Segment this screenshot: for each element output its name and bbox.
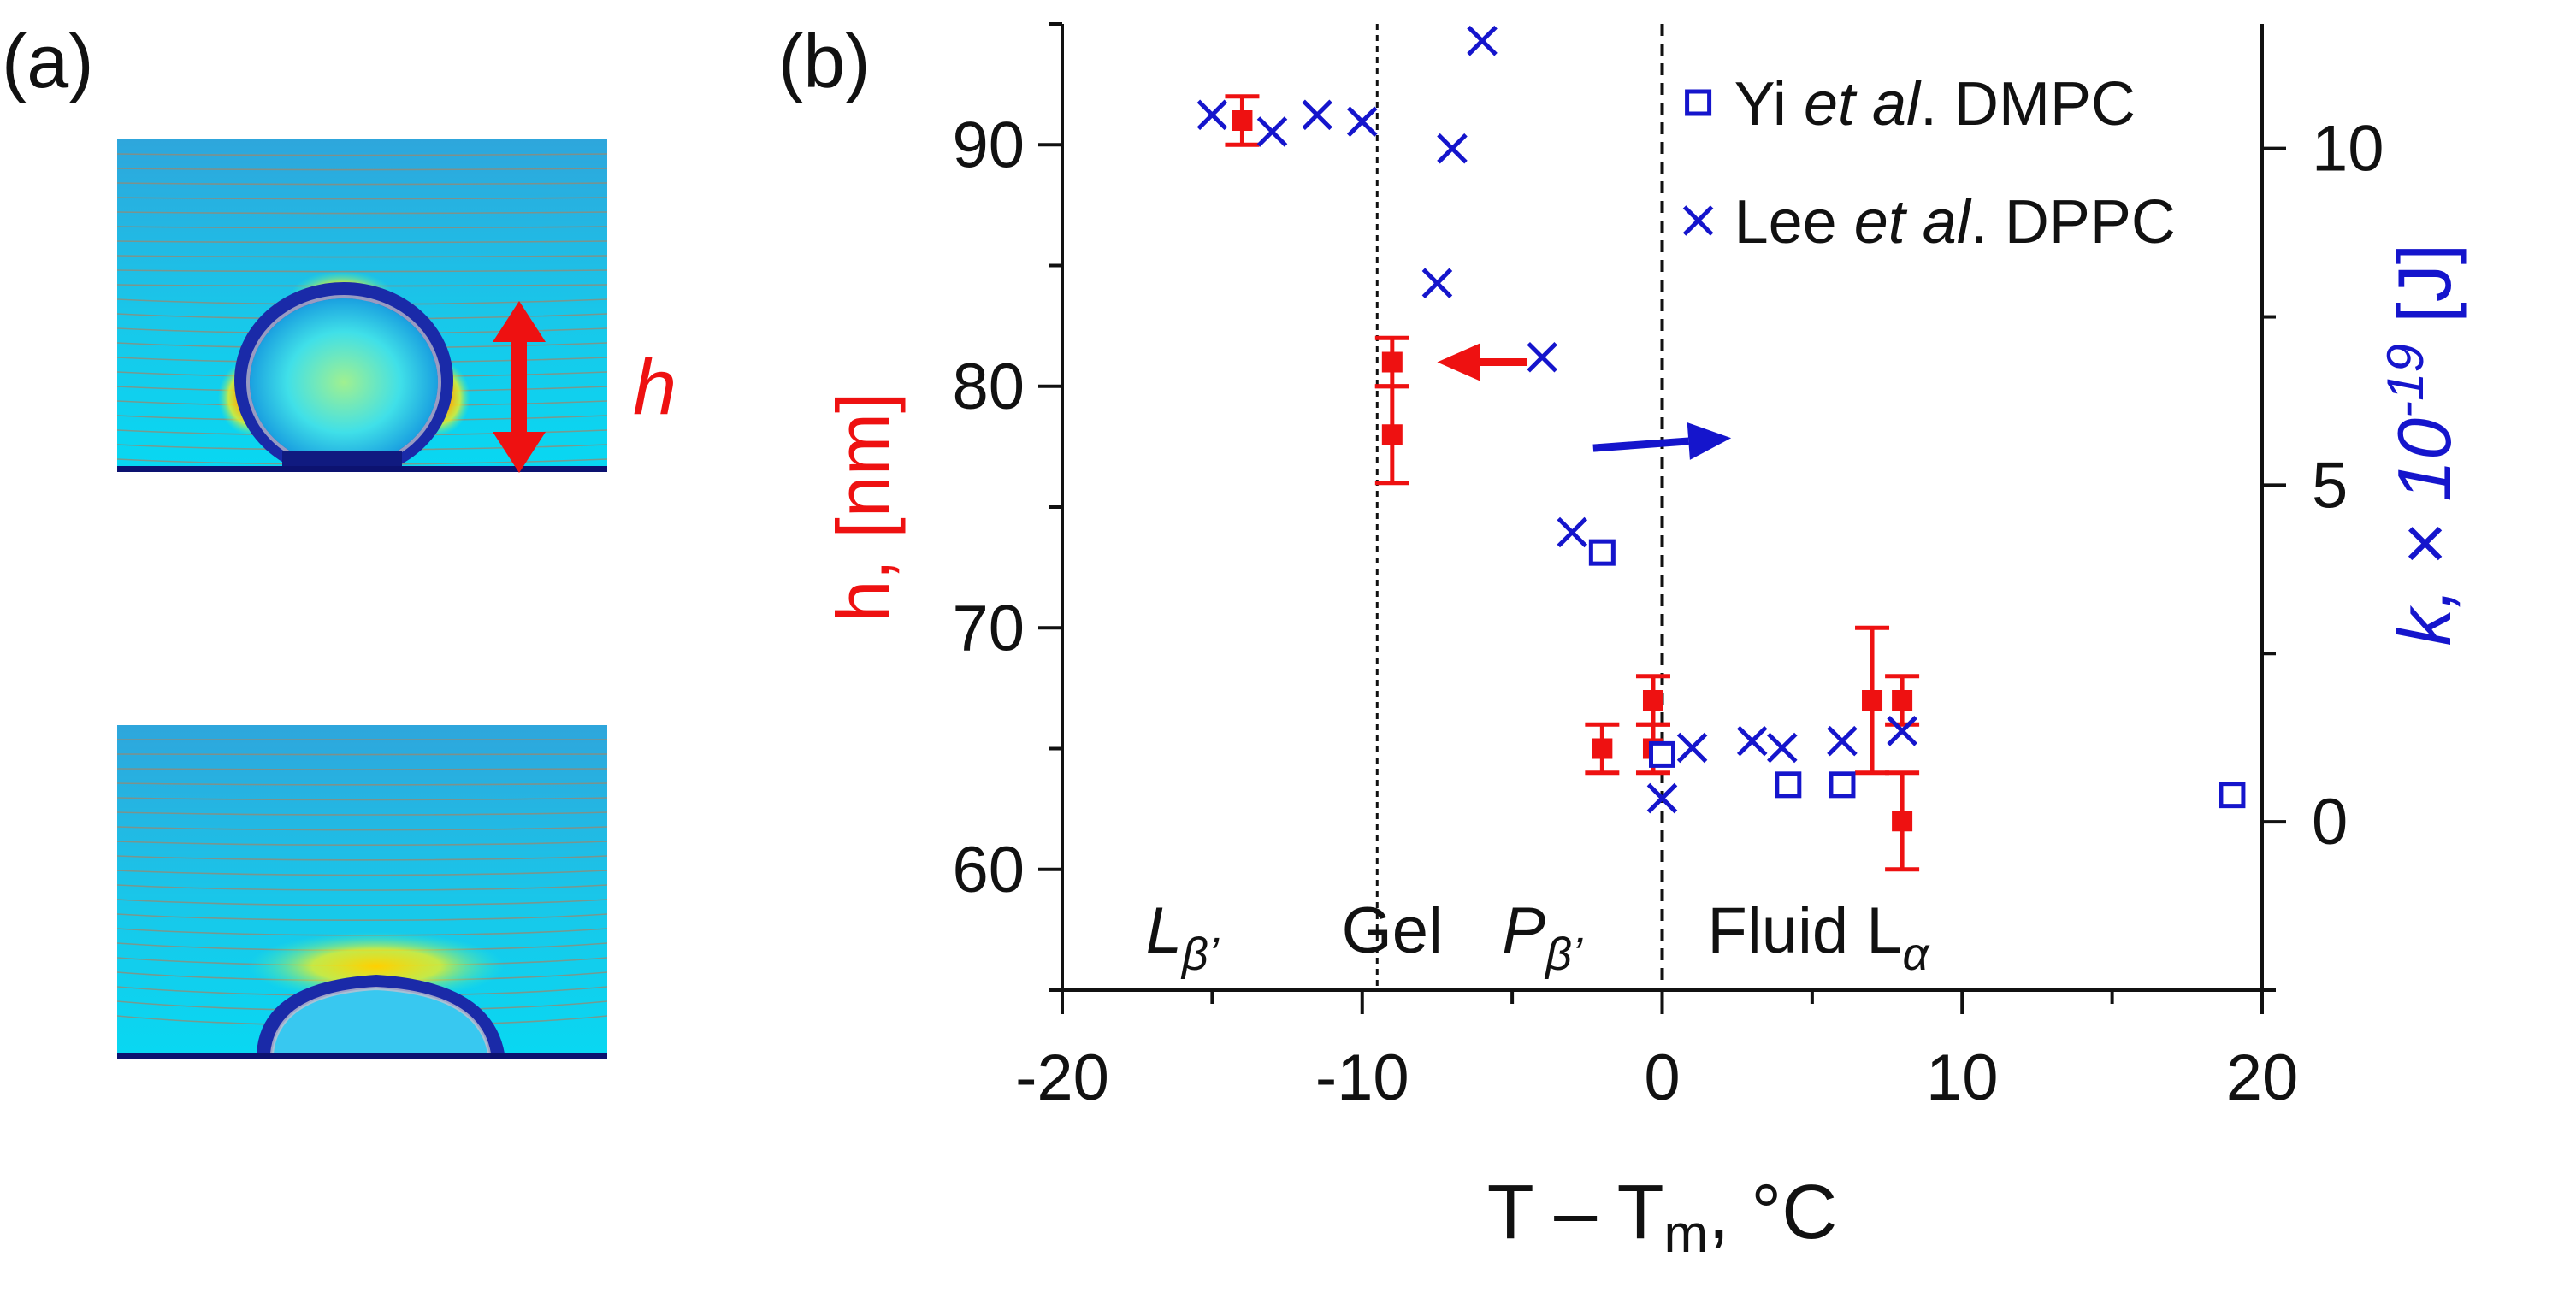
data-point-dmpc: [1775, 771, 1802, 799]
x-tick-label: -10: [1315, 1041, 1409, 1114]
y-left-tick-label: 80: [952, 351, 1025, 423]
direction-arrow: [1592, 437, 1689, 452]
x-tick-label: 0: [1644, 1041, 1680, 1114]
data-point-h: [1892, 690, 1913, 711]
data-point-dppc: [1827, 725, 1858, 757]
data-point-h: [1232, 110, 1253, 131]
data-point-h: [1862, 690, 1883, 711]
data-point-h: [1381, 351, 1403, 373]
legend-label: Lee et al. DPPC: [1734, 188, 2176, 257]
simulation-image-bottom: [117, 725, 607, 1059]
phase-label: Pβ’: [1502, 894, 1583, 980]
data-point-dppc: [1557, 516, 1588, 548]
data-point-dppc: [1736, 725, 1768, 757]
data-point-h: [1642, 690, 1663, 711]
panel-a-label: (a): [2, 19, 94, 103]
y-left-axis-label: h, [nm]: [821, 392, 906, 622]
data-point-dmpc: [1588, 539, 1616, 566]
x-tick-label: -20: [1015, 1041, 1109, 1114]
x-tick-label: 20: [2226, 1041, 2299, 1114]
data-point-dppc: [1421, 268, 1453, 298]
phase-label: Fluid Lα: [1707, 894, 1930, 980]
y-right-axis-label: k, × 10-19 [J]: [2377, 244, 2467, 646]
y-left-tick-label: 60: [952, 834, 1025, 906]
data-point-dppc: [1346, 106, 1378, 137]
phase-label: Lβ’: [1146, 894, 1220, 980]
panel-b-label: (b): [778, 19, 871, 103]
legend-marker-dppc: [1682, 205, 1714, 236]
data-point-dppc: [1767, 732, 1798, 764]
data-point-dmpc: [1649, 740, 1675, 768]
data-point-dmpc: [2219, 782, 2246, 809]
legend-label: Yi et al. DMPC: [1734, 70, 2136, 139]
direction-arrow-head: [1437, 343, 1480, 381]
data-point-dmpc: [1829, 771, 1856, 799]
data-point-dppc: [1676, 732, 1708, 764]
x-tick-label: 10: [1926, 1041, 1999, 1114]
data-point-dppc: [1302, 99, 1332, 131]
chart: -20 -10 0 10 20 60 70 80 90 0 5 10 T – Tm, °C h, [nm]…: [821, 22, 2467, 1264]
data-point-dppc: [1646, 782, 1678, 814]
height-label: h: [633, 344, 676, 431]
y-right-tick-label: 0: [2312, 786, 2348, 858]
data-point-h: [1381, 424, 1403, 445]
x-axis-label: T – Tm, °C: [1487, 1170, 1837, 1264]
data-point-dppc: [1887, 716, 1917, 746]
y-right-tick-label: 10: [2312, 113, 2384, 186]
phase-label: Gel: [1342, 894, 1443, 967]
data-point-dppc: [1467, 25, 1498, 56]
height-arrow: [493, 301, 546, 473]
data-point-dppc: [1196, 99, 1228, 131]
simulation-image-top: [117, 139, 607, 472]
data-point-h: [1592, 738, 1613, 759]
y-left-tick-label: 90: [952, 109, 1025, 181]
data-point-dppc: [1256, 116, 1288, 147]
y-left-tick-label: 70: [952, 592, 1025, 664]
legend-marker-dmpc: [1685, 89, 1712, 116]
direction-arrow-head: [1687, 422, 1732, 460]
y-right-tick-label: 5: [2312, 449, 2348, 522]
data-point-h: [1892, 811, 1913, 832]
data-point-dppc: [1437, 133, 1468, 164]
data-point-dppc: [1527, 342, 1557, 373]
